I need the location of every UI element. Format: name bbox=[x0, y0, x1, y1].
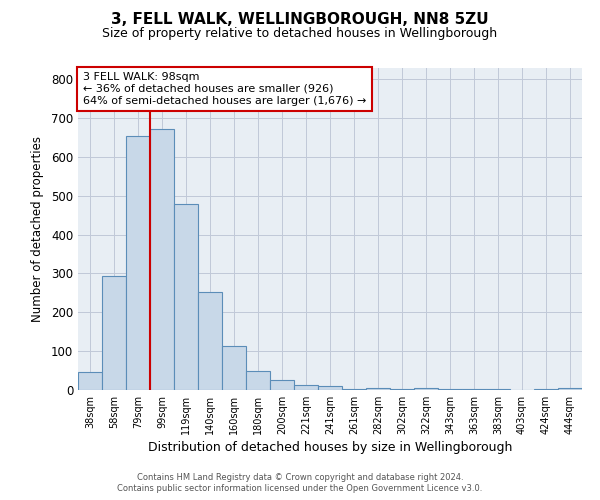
Bar bbox=[246, 372, 270, 390]
Bar bbox=[414, 388, 438, 390]
Y-axis label: Number of detached properties: Number of detached properties bbox=[31, 136, 44, 322]
Bar bbox=[558, 388, 582, 390]
Text: Contains HM Land Registry data © Crown copyright and database right 2024.: Contains HM Land Registry data © Crown c… bbox=[137, 472, 463, 482]
Bar bbox=[294, 384, 318, 390]
Text: 3 FELL WALK: 98sqm
← 36% of detached houses are smaller (926)
64% of semi-detach: 3 FELL WALK: 98sqm ← 36% of detached hou… bbox=[83, 72, 367, 106]
Text: Size of property relative to detached houses in Wellingborough: Size of property relative to detached ho… bbox=[103, 28, 497, 40]
Bar bbox=[102, 276, 126, 390]
Bar bbox=[438, 389, 462, 390]
Bar bbox=[270, 380, 294, 390]
Bar bbox=[150, 129, 174, 390]
Bar bbox=[462, 389, 486, 390]
Bar bbox=[366, 388, 390, 390]
Bar bbox=[390, 389, 414, 390]
Bar bbox=[174, 204, 198, 390]
Text: Contains public sector information licensed under the Open Government Licence v3: Contains public sector information licen… bbox=[118, 484, 482, 493]
Text: 3, FELL WALK, WELLINGBOROUGH, NN8 5ZU: 3, FELL WALK, WELLINGBOROUGH, NN8 5ZU bbox=[111, 12, 489, 28]
Bar bbox=[78, 372, 102, 390]
Bar bbox=[198, 292, 222, 390]
Bar bbox=[486, 389, 510, 390]
Bar bbox=[342, 389, 366, 390]
Bar bbox=[126, 136, 150, 390]
X-axis label: Distribution of detached houses by size in Wellingborough: Distribution of detached houses by size … bbox=[148, 441, 512, 454]
Bar bbox=[318, 386, 342, 390]
Bar bbox=[534, 389, 558, 390]
Bar bbox=[222, 346, 246, 390]
